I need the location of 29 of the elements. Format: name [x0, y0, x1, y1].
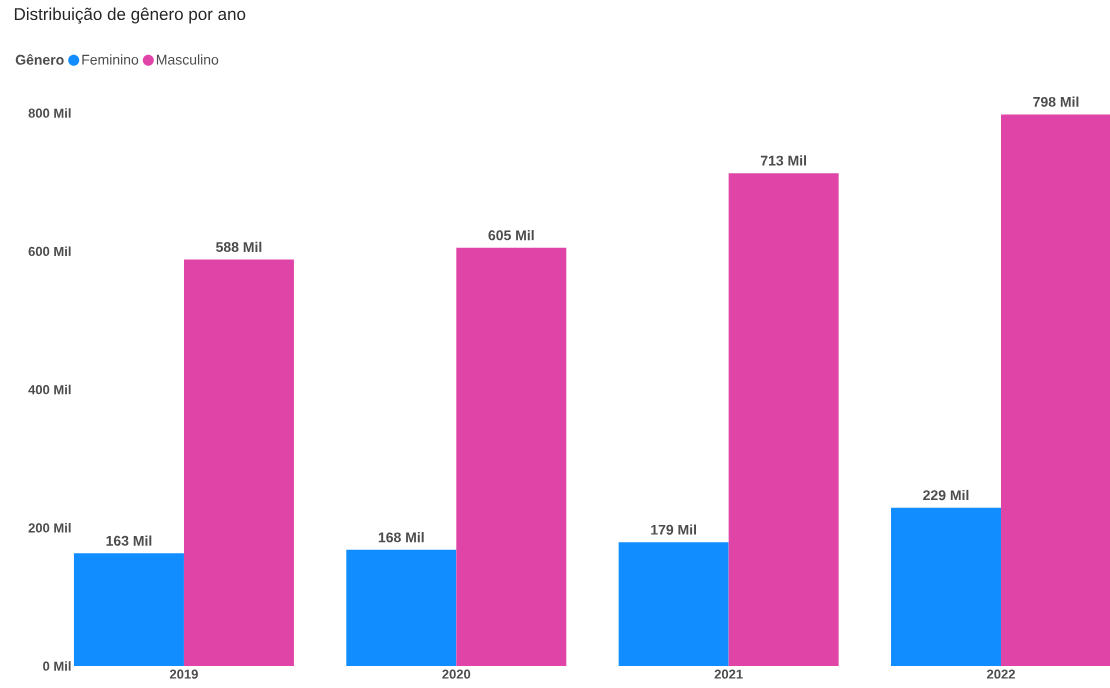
x-tick-label: 2019 — [169, 669, 198, 679]
bar — [183, 259, 294, 666]
data-label: 179 Mil — [651, 524, 696, 535]
legend-label: Feminino — [82, 54, 139, 65]
bar — [346, 549, 457, 666]
bar — [73, 553, 184, 666]
data-label: 168 Mil — [378, 532, 424, 543]
bar — [1001, 114, 1110, 666]
bar — [456, 247, 567, 666]
data-label: 605 Mil — [488, 229, 534, 241]
data-label: 229 Mil — [923, 489, 969, 501]
bar — [728, 173, 839, 666]
y-tick-label: 400 Mil — [28, 384, 71, 395]
x-tick-label: 2022 — [987, 669, 1015, 679]
x-tick-label: 2021 — [714, 669, 743, 679]
y-tick-label: 200 Mil — [28, 522, 71, 533]
bar — [618, 542, 729, 666]
y-tick-label: 0 Mil — [43, 661, 71, 671]
data-label: 713 Mil — [760, 155, 806, 166]
bar — [891, 507, 1002, 666]
legend-label: Masculino — [156, 54, 219, 65]
data-label: 798 Mil — [1033, 96, 1079, 107]
data-label: 163 Mil — [106, 535, 152, 546]
legend-title: Gênero — [15, 54, 64, 65]
y-tick-label: 800 Mil — [28, 108, 71, 118]
chart-title: Distribuição de gênero por ano — [14, 7, 246, 24]
data-label: 588 Mil — [216, 241, 262, 253]
x-tick-label: 2020 — [442, 669, 471, 679]
y-tick-label: 600 Mil — [28, 246, 71, 257]
